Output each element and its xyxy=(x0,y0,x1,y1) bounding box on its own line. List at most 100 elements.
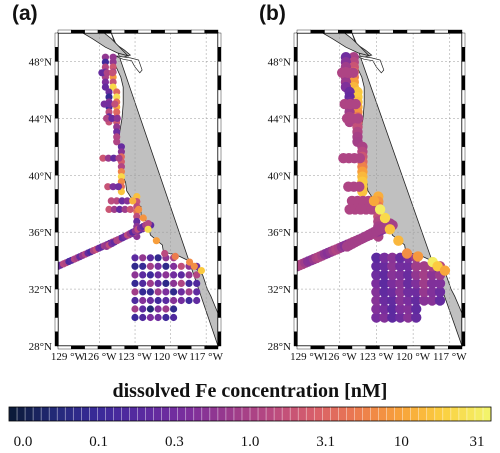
border-segment xyxy=(461,89,466,105)
border-segment xyxy=(217,89,222,105)
border-segment xyxy=(54,132,59,148)
border-segment xyxy=(84,29,99,34)
border-segment xyxy=(293,317,298,332)
station-dot xyxy=(154,254,162,262)
station-dot xyxy=(186,258,194,266)
border-segment xyxy=(71,29,85,34)
station-dot xyxy=(154,262,162,270)
station-dot xyxy=(162,262,170,270)
station-dot xyxy=(395,278,406,289)
station-dot xyxy=(387,269,398,281)
station-dot xyxy=(387,278,398,289)
lon-tick-label: 126 °W xyxy=(323,351,358,363)
lat-tick-label: 44°N xyxy=(29,113,52,125)
border-segment xyxy=(461,61,466,76)
station-dot xyxy=(105,88,113,96)
border-segment xyxy=(54,260,59,276)
border-segment xyxy=(461,47,466,62)
lat-tick-label: 28°N xyxy=(268,341,291,353)
colorbar-segment xyxy=(482,407,492,421)
station-dot xyxy=(154,305,162,313)
station-dot xyxy=(146,271,154,279)
station-dot xyxy=(117,163,125,171)
station-dot xyxy=(371,278,382,289)
border-segment xyxy=(293,331,298,347)
station-dot xyxy=(418,295,430,306)
station-dot xyxy=(411,269,422,281)
station-dot xyxy=(368,195,380,207)
lat-tick-label: 28°N xyxy=(29,341,52,353)
border-segment xyxy=(54,246,59,261)
colorbar-segment xyxy=(209,407,219,421)
border-segment xyxy=(293,75,298,91)
station-dot xyxy=(108,114,116,122)
station-dot xyxy=(411,261,422,272)
colorbar-segment xyxy=(193,407,203,421)
colorbar-segment xyxy=(97,407,106,421)
station-dot xyxy=(387,261,398,272)
border-segment xyxy=(461,288,466,304)
border-segment xyxy=(204,345,219,350)
border-segment xyxy=(54,203,59,219)
station-dot xyxy=(139,214,147,222)
colorbar-tick-label: 31 xyxy=(470,434,485,450)
station-dot xyxy=(162,305,170,313)
border-segment xyxy=(54,32,59,48)
border-segment xyxy=(461,175,466,190)
colorbar-segment xyxy=(81,407,90,421)
station-dot xyxy=(162,288,170,296)
colorbar-segment xyxy=(201,407,211,421)
border-segment xyxy=(54,146,59,162)
station-dot xyxy=(197,267,205,275)
border-segment xyxy=(293,217,298,233)
station-dot xyxy=(109,53,117,61)
stations-a xyxy=(58,53,205,322)
colorbar-segment xyxy=(410,407,419,421)
stations-b xyxy=(297,52,451,323)
border-segment xyxy=(217,118,222,133)
station-dot xyxy=(139,305,147,313)
border-segment xyxy=(461,203,466,219)
station-dot xyxy=(110,205,118,213)
colorbar-segment xyxy=(338,407,347,421)
station-dot xyxy=(185,271,193,279)
station-dot xyxy=(109,78,117,86)
colorbar-segment xyxy=(169,407,178,421)
colorbar-segment xyxy=(33,407,42,421)
lon-tick-label: 126 °W xyxy=(82,351,117,363)
colorbar-segment xyxy=(298,407,307,421)
station-dot xyxy=(411,295,422,306)
border-segment xyxy=(296,345,311,350)
station-dot xyxy=(146,305,154,313)
station-dot xyxy=(387,295,398,306)
station-dot xyxy=(185,288,193,296)
border-segment xyxy=(54,89,59,105)
station-dot xyxy=(106,100,114,108)
colorbar-segment xyxy=(442,407,452,421)
border-segment xyxy=(57,29,72,34)
border-segment xyxy=(217,146,222,162)
border-segment xyxy=(324,345,339,350)
border-segment xyxy=(191,345,205,350)
station-dot xyxy=(162,296,170,305)
station-dot xyxy=(129,197,137,205)
border-segment xyxy=(54,189,59,204)
station-dot xyxy=(146,254,154,262)
border-segment xyxy=(461,231,466,247)
station-dot xyxy=(426,295,438,306)
station-dot xyxy=(193,279,201,287)
border-segment xyxy=(461,103,466,119)
border-segment xyxy=(293,146,298,162)
station-dot xyxy=(105,93,113,101)
station-dot xyxy=(133,217,141,226)
station-dot xyxy=(371,261,382,272)
border-segment xyxy=(461,317,466,332)
border-segment xyxy=(365,345,380,350)
border-segment xyxy=(406,345,421,350)
border-segment xyxy=(217,75,222,91)
island-a xyxy=(58,33,130,57)
lon-tick-label: 129 °W xyxy=(290,351,325,363)
border-segment xyxy=(57,345,72,350)
border-segment xyxy=(461,118,466,133)
